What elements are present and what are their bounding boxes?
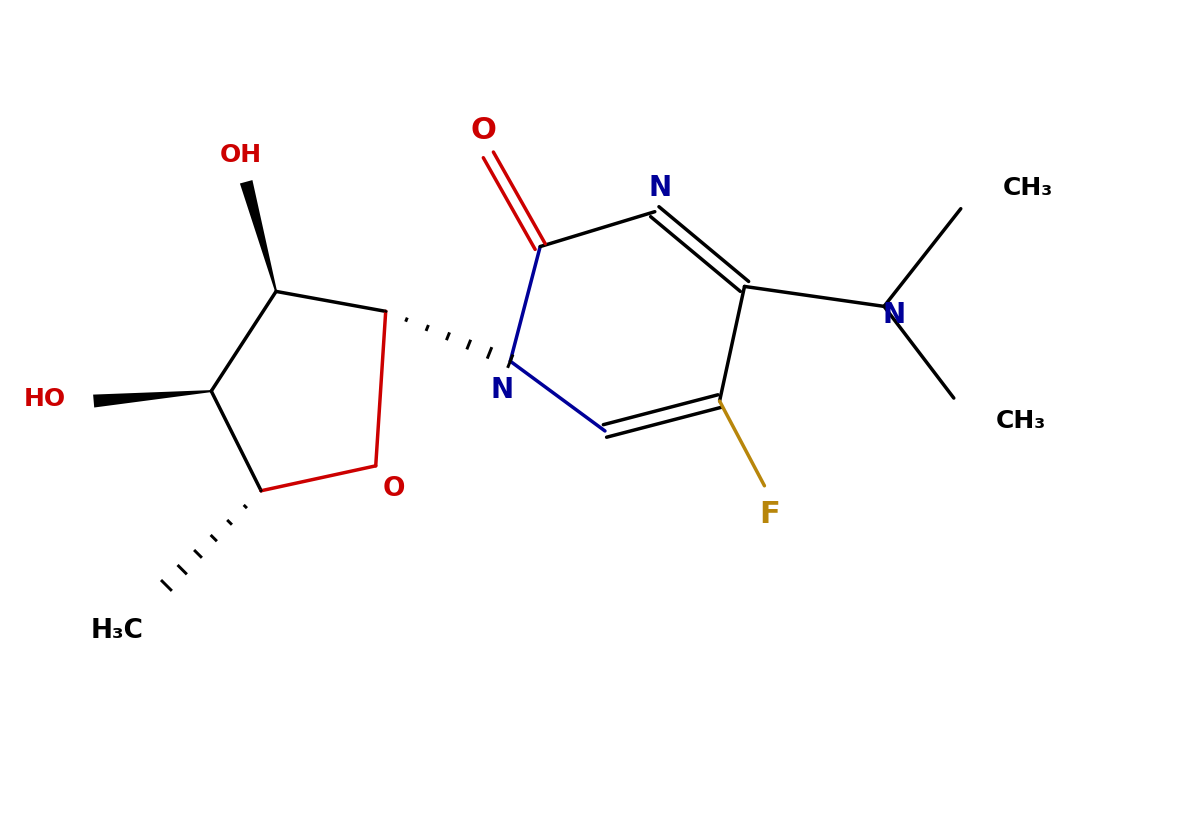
Text: O: O bbox=[382, 475, 405, 501]
Polygon shape bbox=[93, 390, 212, 408]
Text: HO: HO bbox=[24, 386, 65, 410]
Text: H₃C: H₃C bbox=[90, 618, 143, 644]
Text: N: N bbox=[490, 375, 514, 404]
Text: F: F bbox=[759, 500, 779, 528]
Text: N: N bbox=[883, 301, 906, 329]
Text: N: N bbox=[649, 174, 671, 201]
Text: O: O bbox=[470, 116, 496, 145]
Text: OH: OH bbox=[220, 143, 262, 166]
Polygon shape bbox=[240, 181, 277, 293]
Text: CH₃: CH₃ bbox=[996, 409, 1046, 432]
Text: CH₃: CH₃ bbox=[1003, 176, 1053, 200]
